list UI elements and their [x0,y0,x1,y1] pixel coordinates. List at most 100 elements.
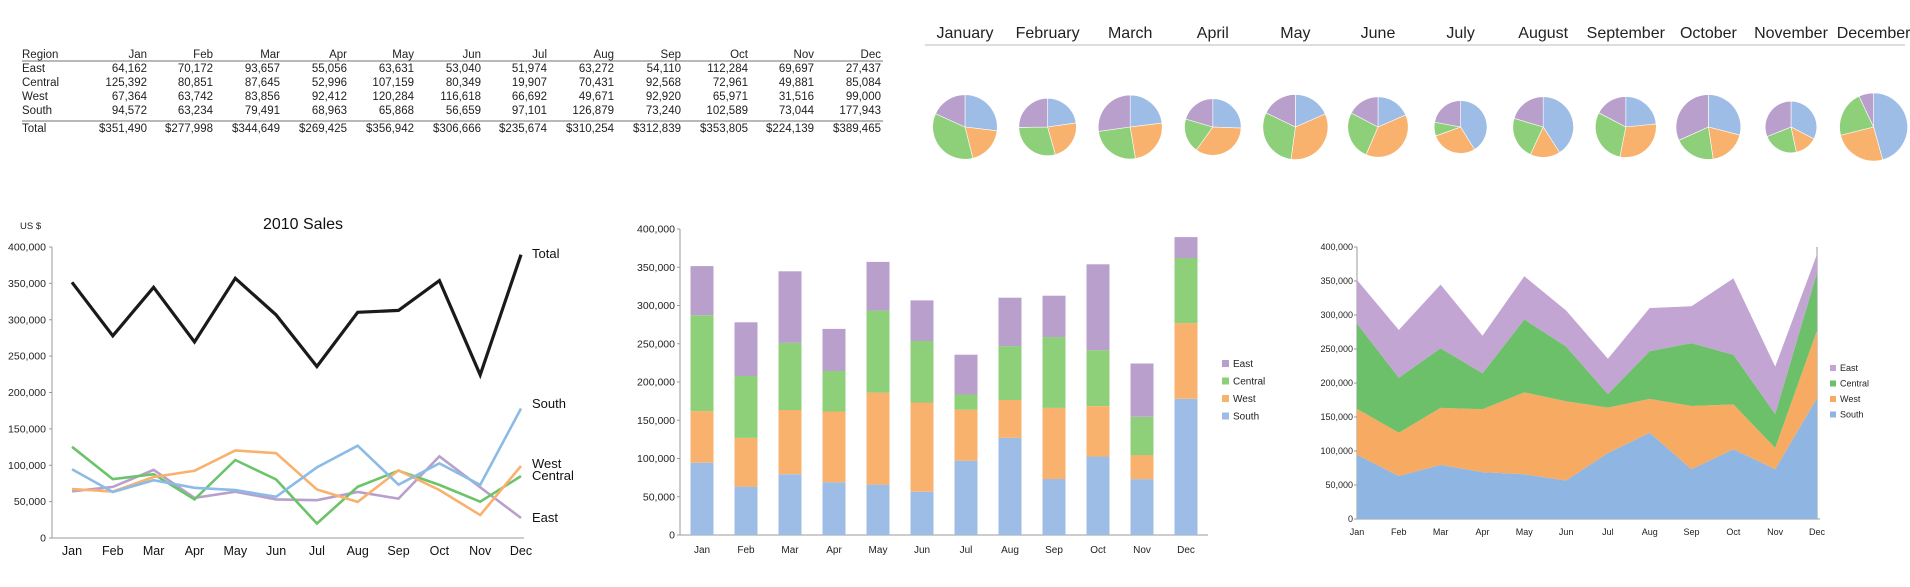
pie-month-label: January [937,25,994,42]
line-chart-ytick: 200,000 [8,387,46,399]
line-label-west: West [532,456,562,471]
table-cell: 83,856 [245,91,280,103]
table-cell: 102,589 [706,105,748,117]
table-cell: 63,742 [178,91,213,103]
line-chart-xtick: Jun [266,544,286,558]
table-cell: East [22,63,46,75]
pie-slice-central [932,113,974,160]
bar-segment-south [1042,479,1066,535]
area-band-east [1357,254,1817,414]
pie-month-label: September [1587,25,1666,42]
bar-chart-xtick: Jan [694,545,710,556]
bar-chart-xtick: Feb [737,545,755,556]
bar-segment-west [866,392,890,485]
line-series-south [71,407,523,499]
area-legend-label: Central [1840,379,1869,389]
table-cell: 65,971 [713,91,748,103]
bar-segment-central [998,346,1022,400]
table-cell: 54,110 [647,63,681,75]
table-cell: 80,349 [446,77,481,89]
table-cell: 112,284 [707,63,748,75]
table-cell: 66,692 [512,91,547,103]
bar-segment-west [734,437,758,487]
area-chart-xtick: Nov [1767,527,1784,537]
line-chart-ytick: 300,000 [8,314,46,326]
table-cell: 73,240 [646,105,681,117]
bar-segment-west [778,410,802,475]
table-total-cell: $353,805 [700,123,748,135]
area-chart-ytick: 50,000 [1325,480,1353,490]
bar-segment-west [1130,455,1154,480]
pie-slice-east [1764,100,1792,138]
bar-segment-east [1130,363,1154,417]
bar-segment-east [866,261,890,311]
area-chart-xtick: May [1516,527,1534,537]
bar-segment-east [998,297,1022,347]
table-header-cell: Region [22,49,58,61]
area-legend-swatch-east [1830,365,1836,371]
table-cell: 63,272 [579,63,614,75]
table-cell: 125,392 [105,77,147,89]
bar-chart-xtick: Sep [1045,545,1063,556]
table-total-cell: $356,942 [366,123,414,135]
table-cell: 116,618 [440,91,481,103]
pie-slice-west [1290,113,1329,160]
bar-segment-south [998,437,1022,535]
pie-slice-west [1840,126,1884,162]
line-chart-ytick: 150,000 [8,423,46,435]
pie-slice-central [1766,126,1797,154]
bar-segment-central [1086,350,1110,406]
bar-segment-west [1086,406,1110,457]
pie-month-label: December [1837,25,1910,42]
bar-chart-ytick: 150,000 [637,415,675,427]
bar-segment-west [998,399,1022,438]
area-band-west [1357,330,1817,481]
line-chart-xtick: Apr [185,544,204,558]
table-header-cell: Apr [329,49,347,61]
table-total-cell: $224,139 [766,123,814,135]
bar-segment-central [866,310,890,393]
pie-slice-west [1195,126,1242,156]
table-cell: 68,963 [312,105,347,117]
table-cell: 27,437 [846,63,881,75]
pie-month-label: May [1280,25,1310,42]
line-chart-xtick: Jan [62,544,82,558]
bar-legend-swatch-east [1222,360,1229,367]
table-cell: 56,659 [446,105,481,117]
area-band-south [1357,398,1817,519]
bar-chart-ytick: 250,000 [637,338,675,350]
bar-segment-west [1174,323,1198,399]
line-chart-ytick: 100,000 [8,460,46,472]
line-label-central: Central [532,468,574,483]
area-chart-xtick: Feb [1391,527,1407,537]
area-legend-label: South [1840,410,1864,420]
area-chart-xtick: Jul [1602,527,1614,537]
table-cell: 72,961 [713,77,748,89]
table-total-cell: $277,998 [165,123,213,135]
table-cell: 69,697 [779,63,814,75]
bar-segment-east [1042,295,1066,338]
table-cell: 70,431 [579,77,614,89]
table-cell: 99,000 [846,91,881,103]
table-cell: 92,568 [646,77,681,89]
bar-chart-ytick: 400,000 [637,224,675,236]
area-legend-swatch-south [1830,411,1836,418]
pie-slice-west [1619,123,1657,158]
bar-segment-west [910,402,934,492]
area-chart-xtick: Aug [1642,527,1658,537]
table-header-cell: Dec [861,49,882,61]
bar-segment-central [1042,337,1066,408]
table-total-cell: $306,666 [433,123,481,135]
bar-legend-label: West [1233,394,1256,405]
bar-segment-south [954,460,978,535]
table-cell: 63,631 [379,63,414,75]
table-header-cell: Aug [594,49,614,61]
table-total-cell: $389,465 [833,123,881,135]
bar-chart-xtick: Jul [960,545,973,556]
table-cell: 126,879 [572,105,614,117]
bar-segment-south [690,462,714,535]
bar-segment-east [954,354,978,395]
bar-segment-west [954,409,978,461]
area-band-central [1357,272,1817,448]
